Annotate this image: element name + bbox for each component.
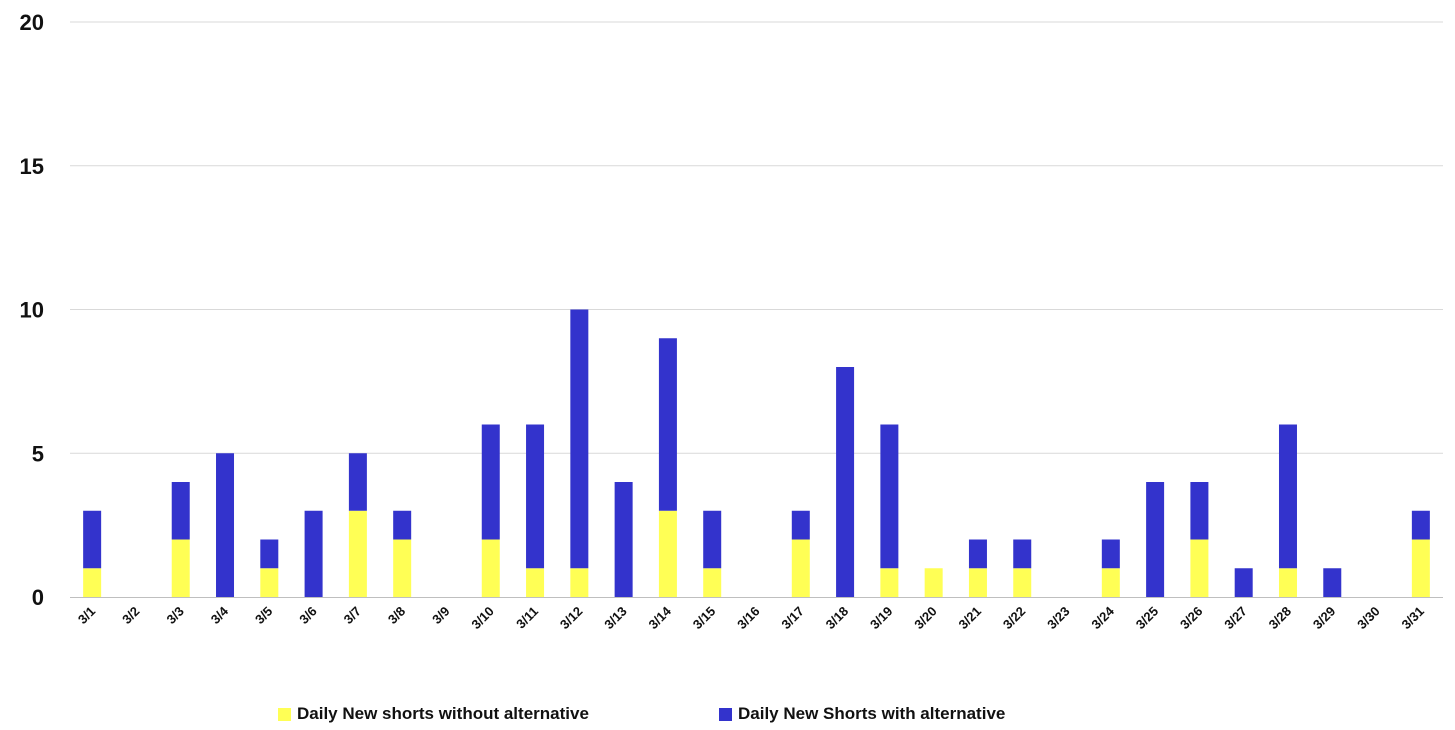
bar-with-alternative	[393, 510, 412, 540]
bar-with-alternative	[968, 539, 987, 569]
bar-without-alternative	[481, 539, 500, 597]
x-tick-label: 3/18	[823, 604, 852, 633]
y-tick-label: 5	[32, 441, 44, 466]
bar-with-alternative	[348, 453, 367, 511]
bar-without-alternative	[703, 568, 722, 597]
x-tick-label: 3/11	[513, 604, 541, 632]
bar-with-alternative	[614, 482, 633, 597]
gridlines	[70, 21, 1443, 454]
x-tick-label: 3/27	[1221, 604, 1250, 633]
x-tick-label: 3/23	[1044, 604, 1073, 633]
y-tick-label: 0	[32, 585, 44, 610]
legend-swatch-without-alternative	[278, 707, 291, 721]
x-tick-label: 3/12	[557, 604, 586, 633]
bar-with-alternative	[1146, 482, 1165, 597]
bar-without-alternative	[171, 539, 190, 597]
bar-without-alternative	[1013, 568, 1032, 597]
x-tick-label: 3/19	[867, 604, 896, 633]
legend-swatch-with-alternative	[719, 707, 732, 721]
x-tick-label: 3/9	[429, 604, 452, 627]
bar-without-alternative	[260, 568, 279, 597]
x-tick-label: 3/3	[163, 604, 186, 627]
bar-without-alternative	[791, 539, 810, 597]
x-tick-label: 3/2	[119, 604, 142, 627]
x-tick-label: 3/17	[778, 604, 807, 633]
bar-without-alternative	[83, 568, 102, 597]
bar-without-alternative	[1411, 539, 1430, 597]
x-tick-label: 3/15	[690, 604, 719, 633]
bar-with-alternative	[171, 482, 190, 540]
bar-with-alternative	[791, 510, 810, 540]
bar-without-alternative	[968, 568, 987, 597]
bar-without-alternative	[348, 510, 367, 597]
bar-without-alternative	[393, 539, 412, 597]
bar-with-alternative	[526, 424, 545, 569]
x-tick-label: 3/30	[1354, 604, 1383, 633]
x-tick-label: 3/21	[956, 604, 985, 633]
x-tick-label: 3/8	[385, 604, 408, 627]
bar-without-alternative	[924, 568, 943, 597]
x-tick-label: 3/16	[734, 604, 763, 633]
bar-with-alternative	[836, 367, 855, 597]
x-tick-label: 3/22	[1000, 604, 1029, 633]
bar-with-alternative	[1411, 510, 1430, 540]
bar-without-alternative	[570, 568, 589, 597]
bar-with-alternative	[570, 309, 589, 569]
bar-without-alternative	[1190, 539, 1209, 597]
x-tick-label: 3/4	[208, 603, 232, 627]
y-axis-ticks: 0 5 10 15 20	[20, 10, 44, 610]
x-tick-label: 3/13	[601, 604, 630, 633]
bar-with-alternative	[304, 510, 323, 597]
legend-label-without-alternative: Daily New shorts without alternative	[297, 704, 589, 723]
y-tick-label: 15	[20, 154, 44, 179]
legend-item-without-alternative: Daily New shorts without alternative	[278, 701, 589, 727]
x-tick-label: 3/29	[1310, 604, 1339, 633]
x-tick-label: 3/20	[911, 604, 940, 633]
legend: Daily New shorts without alternative Dai…	[0, 701, 1455, 727]
x-tick-label: 3/26	[1177, 604, 1206, 633]
bar-without-alternative	[658, 510, 677, 597]
x-axis-ticks: 3/1 3/2 3/3 3/4 3/5 3/6 3/7 3/8 3/9 3/10 3/11 3/12 3…	[75, 603, 1427, 632]
bar-with-alternative	[83, 510, 102, 569]
bar-with-alternative	[1101, 539, 1120, 569]
bar-without-alternative	[880, 568, 899, 597]
bar-with-alternative	[880, 424, 899, 569]
bar-without-alternative	[526, 568, 545, 597]
bar-with-alternative	[1190, 482, 1209, 540]
x-tick-label: 3/5	[252, 604, 275, 627]
x-tick-label: 3/7	[341, 604, 364, 627]
x-tick-label: 3/31	[1398, 604, 1427, 633]
bar-with-alternative	[658, 338, 677, 511]
x-tick-label: 3/25	[1133, 604, 1162, 633]
bar-without-alternative	[1278, 568, 1297, 597]
x-tick-label: 3/1	[75, 604, 98, 627]
x-tick-label: 3/28	[1266, 604, 1295, 633]
bar-without-alternative	[1101, 568, 1120, 597]
x-tick-label: 3/6	[296, 604, 319, 627]
bar-with-alternative	[1323, 568, 1342, 597]
bars	[83, 309, 1430, 597]
legend-item-with-alternative: Daily New Shorts with alternative	[719, 701, 1005, 727]
x-tick-label: 3/10	[468, 604, 497, 633]
bar-with-alternative	[1234, 568, 1253, 597]
bar-with-alternative	[216, 453, 235, 597]
x-tick-label: 3/24	[1088, 603, 1117, 632]
bar-with-alternative	[703, 510, 722, 569]
y-tick-label: 10	[20, 298, 44, 323]
bar-with-alternative	[260, 539, 279, 569]
bar-with-alternative	[481, 424, 500, 540]
y-tick-label: 20	[20, 10, 44, 35]
bar-with-alternative	[1013, 539, 1032, 569]
x-tick-label: 3/14	[646, 603, 675, 632]
bar-with-alternative	[1278, 424, 1297, 569]
legend-label-with-alternative: Daily New Shorts with alternative	[738, 704, 1006, 723]
